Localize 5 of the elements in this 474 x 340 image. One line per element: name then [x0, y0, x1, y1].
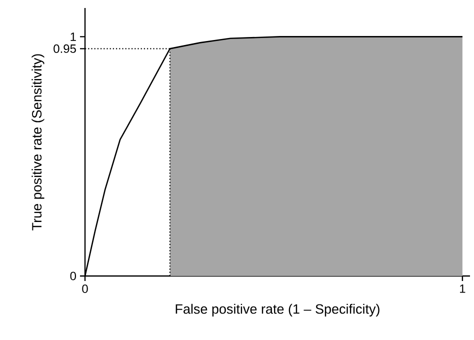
y-tick-label: 0.95	[54, 44, 76, 53]
y-tick-label: 0	[70, 272, 76, 280]
x-axis-title: False positive rate (1 – Specificity)	[176, 304, 380, 316]
y-tick-label: 1	[70, 32, 76, 41]
y-axis-title: True positive rate (Sensitivity)	[32, 54, 44, 230]
